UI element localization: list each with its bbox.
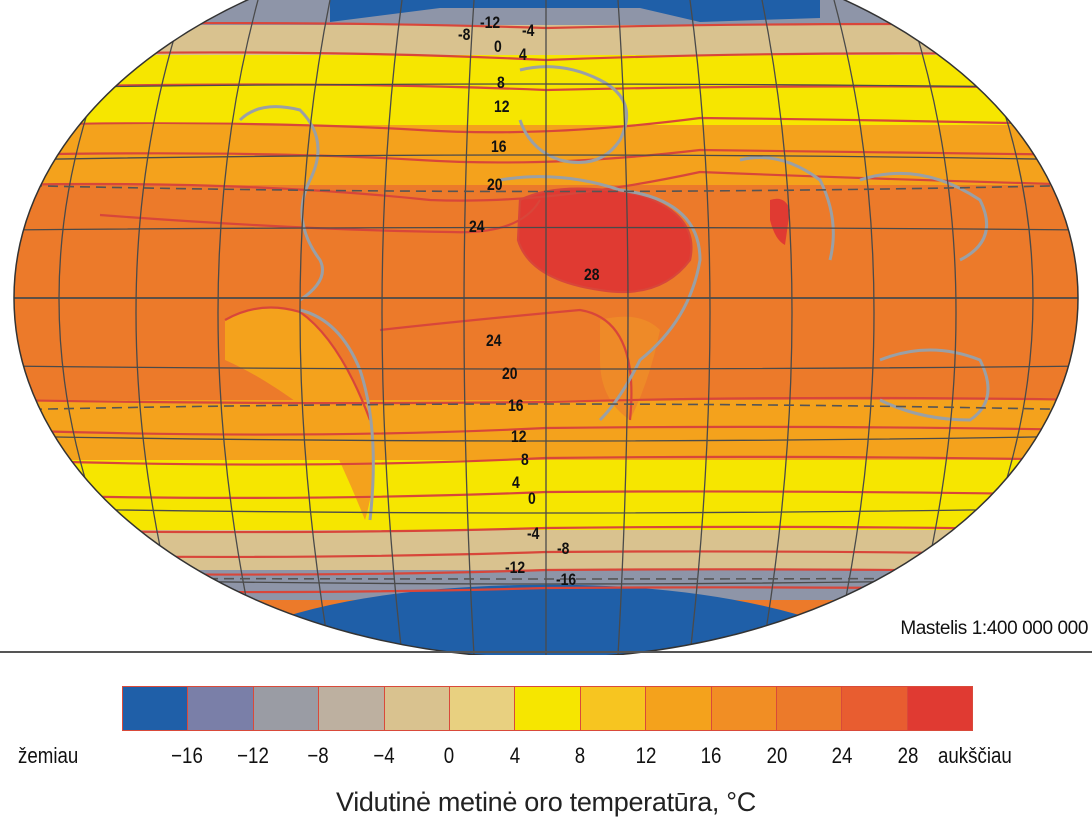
isotherm-label: 20 — [502, 364, 518, 383]
south-america-region — [225, 307, 374, 520]
isotherm-label: 20 — [487, 175, 503, 194]
isotherm-label: -12 — [480, 13, 501, 32]
isotherm-label: -4 — [527, 524, 540, 543]
legend-tick-label: 28 — [897, 743, 918, 768]
legend-swatch — [123, 687, 189, 730]
world-map-svg — [13, 0, 1079, 655]
legend-tick-label: −4 — [373, 743, 395, 768]
isotherm-label: -8 — [557, 539, 570, 558]
legend-swatch — [776, 687, 843, 730]
legend-tick-label: −8 — [307, 743, 330, 768]
legend-tick-label: 20 — [766, 743, 788, 768]
isotherm-label: 12 — [511, 427, 527, 446]
globe-outline — [13, 0, 1079, 655]
isotherm-label: 24 — [469, 217, 485, 236]
temperature-map: -12 -8 -4 0 4 8 12 16 20 24 28 24 20 16 … — [13, 0, 1092, 655]
isotherm-label: 16 — [491, 137, 507, 156]
isotherm-label: 4 — [512, 473, 520, 492]
isotherm-label: 28 — [584, 265, 600, 284]
legend-tick-label: 24 — [831, 743, 853, 768]
arabia-hot-spot — [770, 198, 790, 245]
isotherm-label: 0 — [528, 489, 536, 508]
legend-swatch — [515, 687, 581, 730]
arctic — [330, 0, 820, 22]
legend-swatch — [384, 687, 450, 730]
legend-swatch — [188, 687, 254, 730]
legend-low-label: žemiau — [18, 743, 79, 768]
legend-color-bar — [122, 686, 973, 731]
legend-high-label: aukščiau — [938, 743, 1012, 768]
legend-tick-label: 16 — [700, 743, 722, 768]
separator-line — [0, 651, 1092, 653]
isotherm-label: 24 — [486, 331, 502, 350]
sahara-hot-spot — [518, 188, 692, 292]
isotherm-label: -4 — [522, 21, 535, 40]
isotherm-label: 4 — [519, 45, 527, 64]
legend-tick-label: 12 — [635, 743, 657, 768]
map-scale-label: Mastelis 1:400 000 000 — [894, 616, 1092, 643]
legend-tick-label: 0 — [444, 743, 455, 768]
isotherm-label: -12 — [505, 558, 526, 577]
legend-tick-label: 4 — [509, 743, 520, 768]
legend-swatch — [319, 687, 385, 730]
isotherm-label: 8 — [521, 450, 529, 469]
legend-tick-label: −16 — [171, 743, 204, 768]
legend-swatch — [253, 687, 320, 730]
legend-swatch — [646, 687, 712, 730]
legend-tick-label: 8 — [575, 743, 586, 768]
legend-swatch — [580, 687, 647, 730]
legend-swatch — [711, 687, 777, 730]
coastlines — [238, 65, 990, 521]
map-body — [14, 0, 1078, 655]
isotherm-label: 12 — [494, 97, 510, 116]
isotherm-label: -8 — [458, 25, 471, 44]
isotherm-label: 8 — [497, 73, 505, 92]
isotherm-label: 0 — [494, 37, 502, 56]
graticule — [14, 0, 1078, 655]
isotherm-label: 16 — [508, 396, 524, 415]
legend-swatch — [842, 687, 908, 730]
isotherm-label: -16 — [556, 570, 577, 589]
legend-swatch — [449, 687, 516, 730]
legend-tick-label: −12 — [237, 743, 269, 768]
legend-swatch — [907, 687, 973, 730]
legend-caption: Vidutinė metinė oro temperatūra, °C — [335, 787, 757, 817]
